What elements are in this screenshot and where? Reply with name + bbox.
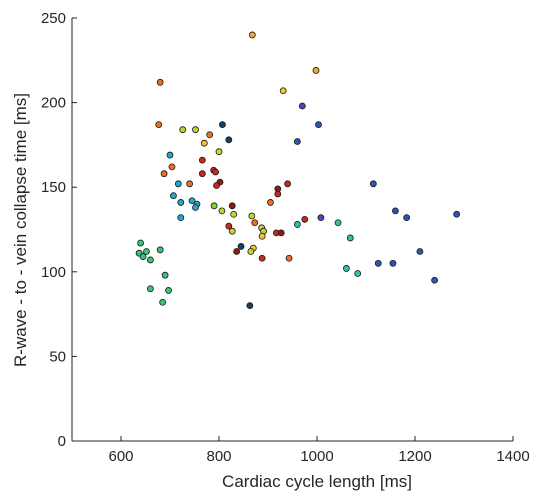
data-point — [403, 214, 411, 222]
data-point — [317, 214, 325, 222]
data-point — [277, 229, 285, 237]
data-point — [219, 121, 226, 128]
data-point — [453, 210, 461, 218]
data-point — [274, 190, 282, 198]
data-point — [298, 102, 306, 110]
data-point — [225, 222, 233, 230]
data-point — [248, 212, 256, 220]
data-point — [137, 239, 145, 247]
y-tick-label: 150 — [41, 179, 66, 196]
data-point — [233, 248, 241, 255]
x-ticks: 600 800 1000 1200 1400 — [108, 436, 530, 465]
y-ticks: 0 50 100 150 200 250 — [41, 10, 77, 450]
data-point — [251, 219, 259, 227]
y-tick-label: 0 — [58, 433, 66, 450]
data-point — [146, 256, 154, 264]
data-point — [215, 148, 223, 156]
data-point — [374, 259, 382, 267]
data-point — [228, 227, 236, 235]
x-axis-title: Cardiac cycle length [ms] — [222, 472, 412, 491]
data-point — [174, 180, 182, 188]
data-point — [312, 67, 320, 74]
data-point — [230, 210, 238, 218]
data-point — [156, 78, 164, 86]
data-point — [139, 253, 147, 260]
data-point — [431, 276, 439, 284]
data-point — [192, 126, 199, 134]
x-tick-label: 1000 — [300, 448, 333, 465]
y-axis-title: R-wave - to - vein collapse time [ms] — [11, 93, 30, 367]
data-point — [342, 265, 350, 272]
data-point — [161, 271, 169, 279]
data-point — [225, 136, 233, 144]
data-point — [159, 298, 167, 306]
data-point — [210, 202, 218, 210]
data-point — [293, 221, 301, 228]
data-point — [228, 202, 236, 210]
data-point — [198, 156, 206, 164]
data-point — [346, 234, 354, 242]
data-points — [135, 31, 461, 310]
data-point — [192, 204, 199, 211]
data-point — [143, 248, 150, 255]
data-point — [186, 180, 194, 188]
y-tick-label: 100 — [41, 264, 66, 281]
data-point — [416, 248, 424, 255]
data-point — [334, 219, 342, 227]
data-point — [160, 170, 168, 178]
data-point — [279, 87, 287, 95]
x-tick-label: 1200 — [398, 448, 431, 465]
data-point — [165, 287, 172, 294]
data-point — [170, 192, 177, 200]
data-point — [237, 243, 245, 250]
data-point — [246, 302, 254, 310]
data-point — [206, 131, 214, 139]
data-point — [146, 285, 154, 293]
y-tick-label: 200 — [41, 95, 66, 112]
data-point — [248, 31, 256, 39]
data-point — [285, 254, 293, 262]
data-point — [369, 180, 377, 188]
data-point — [301, 215, 309, 223]
data-point — [258, 254, 266, 262]
data-point — [354, 270, 362, 277]
data-point — [198, 170, 206, 178]
data-point — [177, 199, 185, 206]
data-point — [166, 151, 174, 159]
data-point — [155, 121, 163, 128]
data-point — [218, 207, 226, 215]
y-tick-label: 50 — [49, 348, 66, 365]
data-point — [168, 163, 176, 171]
data-point — [284, 180, 292, 188]
y-tick-label: 250 — [41, 10, 66, 27]
data-point — [258, 232, 266, 240]
x-tick-label: 1400 — [496, 448, 529, 465]
data-point — [389, 259, 397, 267]
data-point — [315, 121, 322, 128]
data-point — [293, 138, 301, 145]
data-point — [156, 246, 164, 254]
data-point — [267, 199, 274, 206]
data-point — [200, 139, 208, 147]
data-point — [391, 207, 399, 215]
data-point — [213, 182, 220, 189]
data-point — [212, 168, 219, 176]
data-point — [188, 197, 196, 205]
axes — [71, 18, 513, 442]
data-point — [179, 126, 187, 134]
x-tick-label: 800 — [206, 448, 231, 465]
x-tick-label: 600 — [108, 448, 133, 465]
data-point — [177, 214, 185, 222]
data-point — [247, 248, 255, 255]
